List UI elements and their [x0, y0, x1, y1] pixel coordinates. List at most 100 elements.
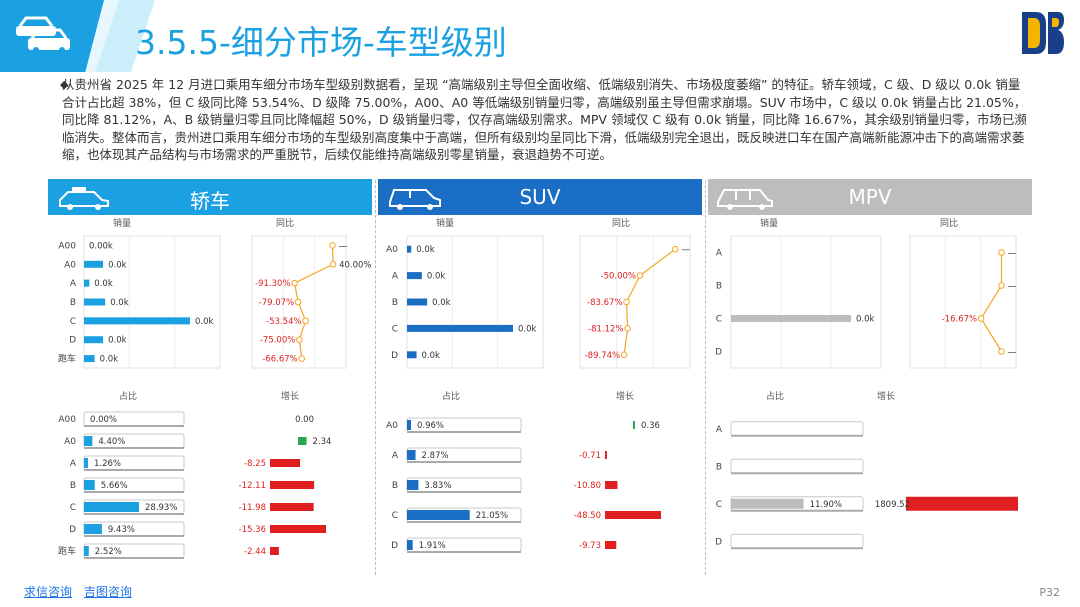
- category-label: C: [70, 503, 76, 513]
- yoy-data-label: -79.07%: [259, 298, 294, 308]
- sales-bar: [407, 351, 417, 359]
- yoy-line: [623, 248, 676, 355]
- share-bar: [84, 458, 88, 468]
- growth-bar: [605, 511, 661, 519]
- sales-data-label: 0.0k: [100, 355, 119, 365]
- share-data-label: 2.52%: [95, 547, 122, 557]
- share-bar: [407, 510, 470, 520]
- growth-data-label: -8.25: [244, 459, 266, 469]
- sales-data-label: 0.0k: [856, 315, 875, 325]
- growth-data-label: -48.50: [574, 511, 601, 521]
- yoy-data-label: -83.67%: [587, 298, 622, 308]
- sales-axis-title: 销量: [113, 217, 131, 229]
- yoy-point: [329, 260, 337, 268]
- segment-header-mpv: MPV: [708, 179, 1032, 215]
- share-data-label: 5.66%: [101, 481, 128, 491]
- yoy-point: [620, 351, 628, 359]
- segment-title: MPV: [848, 185, 892, 209]
- yoy-data-label: —: [681, 245, 690, 255]
- share-bar: [407, 480, 419, 490]
- category-label: B: [716, 462, 722, 472]
- suv-car-icon: [389, 189, 441, 210]
- share-data-label: 4.40%: [98, 437, 125, 447]
- share-track: [83, 477, 185, 493]
- footer-link-qiuxin[interactable]: 求信咨询: [24, 585, 73, 599]
- brand-logo: [1022, 12, 1064, 54]
- yoy-plot-frame: [251, 235, 347, 369]
- category-label: B: [70, 481, 76, 491]
- yoy-axis-title: 同比: [940, 217, 958, 229]
- category-label: A: [392, 451, 399, 461]
- share-data-label: 9.43%: [108, 525, 135, 535]
- sales-plot-frame: [406, 235, 544, 369]
- share-axis-title: 占比: [766, 390, 784, 402]
- category-label: D: [391, 351, 398, 361]
- category-label: 跑车: [58, 353, 76, 365]
- yoy-data-label: -16.67%: [942, 315, 977, 325]
- sales-bar: [407, 324, 513, 332]
- sales-data-label: 0.0k: [94, 279, 113, 289]
- sales-plot-frame: [730, 235, 882, 369]
- growth-bar: [270, 547, 279, 555]
- share-data-label: 1.26%: [94, 459, 121, 469]
- mpv-car-icon: [717, 189, 773, 210]
- share-data-label: 1.91%: [419, 541, 446, 551]
- yoy-point: [998, 348, 1005, 355]
- growth-data-label: 0.36: [641, 421, 660, 431]
- growth-axis-title: 增长: [877, 390, 895, 402]
- segment-header-suv: SUV: [378, 179, 702, 215]
- sales-data-label: 0.0k: [416, 245, 435, 255]
- page-title: 3.5.5-细分市场-车型级别: [135, 23, 507, 62]
- sales-bar: [84, 260, 104, 268]
- growth-data-label: -0.71: [579, 451, 601, 461]
- share-data-label: 2.87%: [422, 451, 449, 461]
- yoy-data-label: -50.00%: [601, 272, 636, 282]
- sales-bar: [84, 279, 90, 287]
- yoy-data-label: —: [338, 241, 347, 251]
- category-label: B: [716, 282, 722, 292]
- category-label: A00: [58, 241, 76, 251]
- share-data-label: 3.83%: [424, 481, 451, 491]
- growth-bar: [270, 503, 314, 511]
- sales-bar: [84, 317, 190, 325]
- category-label: C: [716, 500, 722, 510]
- share-bar: [407, 540, 413, 550]
- yoy-data-label: —: [1008, 249, 1017, 259]
- page-number: P32: [1039, 586, 1060, 599]
- growth-data-label: 1809.52: [875, 500, 910, 510]
- yoy-data-label: -66.67%: [262, 355, 297, 365]
- share-bar: [407, 450, 416, 460]
- category-label: A0: [64, 437, 76, 447]
- category-label: A0: [64, 260, 76, 270]
- growth-bar: [633, 421, 635, 429]
- share-data-label: 0.96%: [417, 421, 444, 431]
- growth-bar: [298, 437, 307, 445]
- category-label: A00: [58, 415, 76, 425]
- yoy-point: [291, 279, 298, 287]
- growth-data-label: -15.36: [239, 525, 266, 535]
- category-label: A0: [386, 421, 398, 431]
- footer-link-jitu[interactable]: 吉图咨询: [83, 585, 132, 599]
- footer-links: 求信咨询 吉图咨询: [24, 583, 140, 600]
- share-bar: [731, 498, 804, 509]
- category-label: C: [70, 317, 76, 327]
- sales-bar: [84, 298, 106, 306]
- yoy-point: [298, 355, 306, 362]
- sales-axis-title: 销量: [436, 217, 454, 229]
- share-data-label: 28.93%: [145, 503, 177, 513]
- yoy-point: [329, 242, 336, 249]
- category-label: A: [716, 249, 723, 259]
- growth-data-label: 2.34: [313, 437, 332, 447]
- intro-paragraph: 从贵州省 2025 年 12 月进口乘用车细分市场车型级别数据看，呈现 “高端级…: [62, 77, 1027, 162]
- growth-bar: [605, 481, 618, 489]
- segment-title: SUV: [519, 185, 561, 209]
- growth-bar: [605, 451, 607, 459]
- yoy-point: [302, 317, 309, 325]
- share-data-label: 0.00%: [90, 415, 117, 425]
- sales-data-label: 0.00k: [89, 241, 113, 251]
- category-label: B: [392, 481, 398, 491]
- category-label: 跑车: [58, 545, 76, 557]
- sales-bar: [84, 355, 95, 363]
- yoy-axis-title: 同比: [276, 217, 294, 229]
- header-bar: 3.5.5-细分市场-车型级别: [0, 0, 1080, 72]
